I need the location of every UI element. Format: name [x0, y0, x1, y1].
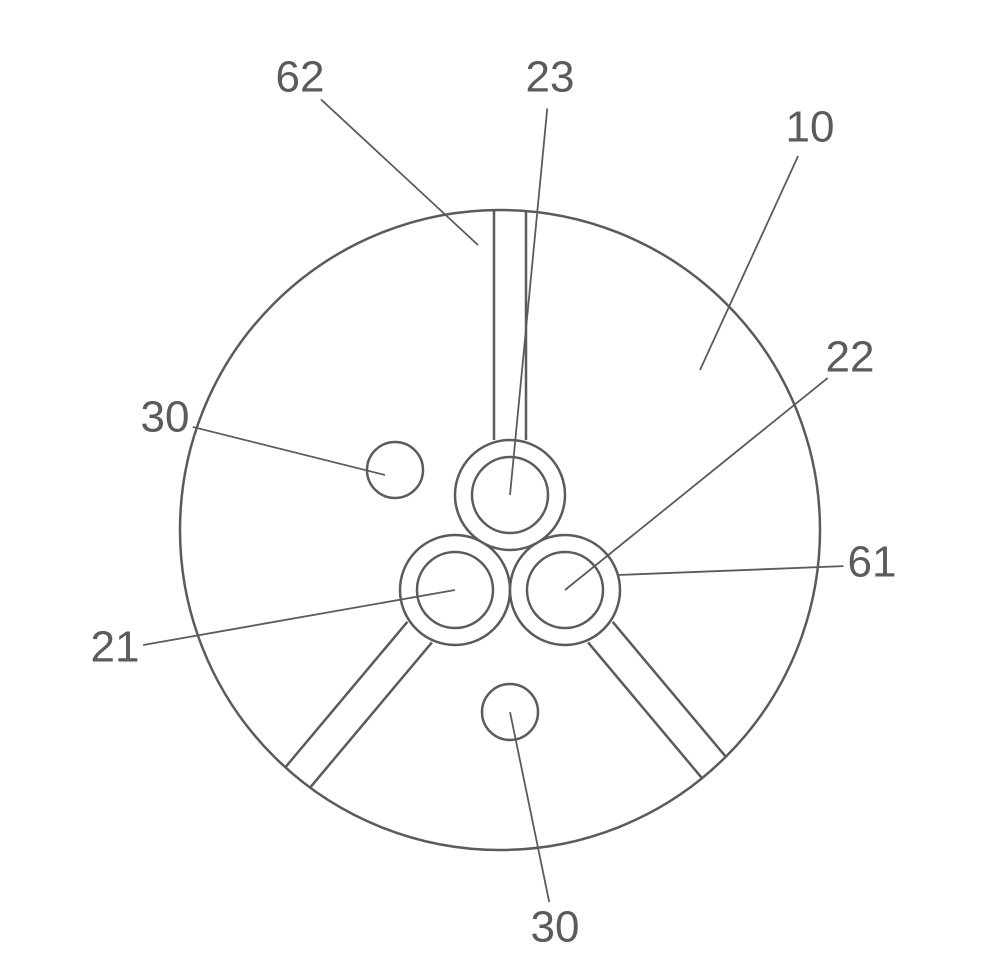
- L30a-leader: [193, 427, 385, 475]
- spoke-right: [588, 642, 702, 778]
- L10-leader: [700, 156, 798, 370]
- spoke-right: [613, 622, 727, 758]
- L10-label: 10: [786, 103, 835, 152]
- L30b-label: 30: [531, 903, 580, 952]
- L23-label: 23: [526, 53, 575, 102]
- L61-leader: [618, 566, 843, 575]
- L22-label: 22: [826, 333, 875, 382]
- L22-leader: [565, 378, 828, 590]
- hole-30: [367, 442, 423, 498]
- L62-label: 62: [276, 53, 325, 102]
- L21-label: 21: [91, 623, 140, 672]
- L30b-leader: [510, 712, 549, 902]
- L61-label: 61: [848, 538, 897, 587]
- L23-leader: [510, 108, 547, 495]
- L30a-label: 30: [141, 393, 190, 442]
- L62-leader: [321, 99, 478, 245]
